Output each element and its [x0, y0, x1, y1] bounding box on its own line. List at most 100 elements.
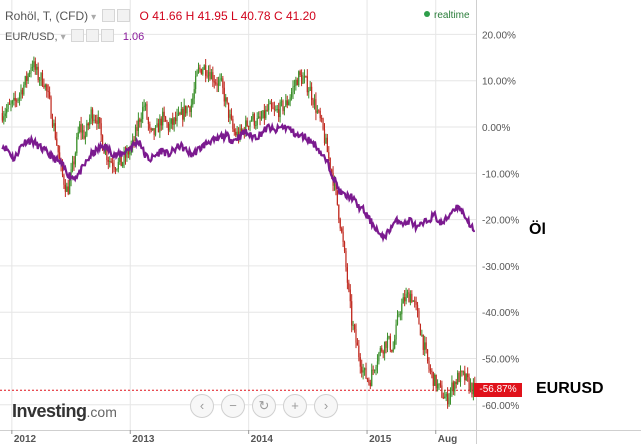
- zoom-in-button[interactable]: +: [283, 394, 307, 418]
- oil-candle-body: [422, 334, 424, 350]
- oil-candle-body: [359, 357, 361, 367]
- oil-candle-body: [69, 178, 71, 195]
- overlay-series-header: EUR/USD, ▾ 1.06: [5, 29, 144, 43]
- oil-candle-body: [308, 90, 310, 93]
- oil-candle-body: [182, 108, 184, 120]
- oil-candle-body: [341, 228, 343, 232]
- oil-candle-body: [398, 314, 400, 316]
- oil-candle-body: [40, 72, 42, 80]
- reset-button[interactable]: ↻: [252, 394, 276, 418]
- oil-candle-body: [24, 76, 26, 85]
- oil-candle-body: [192, 98, 194, 105]
- oil-candle-body: [213, 81, 215, 83]
- oil-candle-body: [122, 162, 124, 167]
- oil-candle-body: [432, 371, 434, 386]
- oil-candle-body: [203, 65, 205, 70]
- eurusd-annotation: EURUSD: [536, 380, 604, 397]
- scroll-right-button[interactable]: ›: [314, 394, 338, 418]
- oil-candle-body: [229, 114, 231, 118]
- oil-candle-body: [149, 124, 151, 129]
- oil-candle-body: [283, 106, 286, 112]
- edit-icon[interactable]: [85, 29, 99, 42]
- oil-candle-body: [31, 67, 34, 69]
- close-icon[interactable]: [100, 29, 114, 42]
- oil-candle-body: [438, 383, 440, 385]
- oil-candle-body: [106, 149, 108, 161]
- close-icon[interactable]: [116, 9, 130, 22]
- chevron-down-icon[interactable]: ▾: [60, 32, 66, 43]
- oil-candle-body: [150, 128, 152, 130]
- oil-candle-body: [190, 104, 192, 113]
- oil-candle-body: [346, 267, 348, 283]
- oil-candle-body: [375, 366, 377, 371]
- oil-candle-body: [296, 79, 298, 86]
- oil-candle-body: [280, 101, 283, 103]
- oil-candle-body: [378, 353, 380, 362]
- oil-candle-body: [246, 120, 248, 127]
- settings-icon[interactable]: [101, 9, 115, 22]
- oil-candle-body: [13, 97, 15, 101]
- oil-candle-body: [232, 119, 234, 130]
- oil-candle-body: [177, 112, 180, 115]
- oil-candle-body: [386, 337, 389, 348]
- oil-candle-body: [91, 109, 94, 122]
- zoom-in-icon: +: [291, 398, 299, 413]
- oil-candle-body: [363, 367, 366, 371]
- zoom-out-button[interactable]: −: [221, 394, 245, 418]
- oil-candle-body: [381, 348, 383, 352]
- oil-candle-body: [104, 149, 107, 154]
- oil-candle-body: [156, 123, 158, 127]
- oil-candle-body: [63, 175, 65, 185]
- oil-candle-body: [298, 71, 300, 86]
- oil-candle-body: [215, 82, 217, 84]
- oil-candle-body: [245, 120, 247, 134]
- chevron-down-icon[interactable]: ▾: [91, 12, 97, 23]
- oil-candle-body: [147, 118, 149, 125]
- overlay-value: 1.06: [122, 31, 145, 43]
- main-series-header: Rohöl, T, (CFD) ▾ O 41.66 H 41.95 L 40.78…: [5, 9, 316, 23]
- oil-candle-body: [349, 289, 351, 302]
- oil-candle-body: [366, 378, 369, 380]
- oil-candle-body: [226, 97, 228, 103]
- oil-candle-body: [371, 369, 373, 387]
- oil-candle-body: [124, 152, 127, 158]
- oil-candle-body: [351, 301, 353, 326]
- oil-candle-body: [81, 130, 84, 133]
- oil-candle-body: [43, 85, 45, 88]
- oil-candle-body: [356, 342, 359, 346]
- oil-candle-body: [146, 104, 148, 119]
- oil-candle-body: [369, 382, 371, 387]
- oil-candle-body: [269, 102, 271, 105]
- oil-candle-body: [93, 119, 95, 122]
- settings-icon[interactable]: [70, 29, 84, 42]
- oil-candle-body: [207, 72, 210, 77]
- oil-candle-body: [186, 106, 188, 114]
- oil-candle-body: [412, 300, 414, 302]
- oil-candle-body: [263, 110, 265, 119]
- oil-candle-body: [61, 164, 64, 176]
- oil-candle-body: [50, 97, 52, 119]
- oil-candle-body: [38, 79, 41, 81]
- oil-candle-body: [418, 310, 420, 325]
- oil-candle-body: [157, 123, 160, 133]
- oil-candle-body: [329, 157, 331, 170]
- oil-candle-body: [472, 383, 474, 395]
- oil-candle-body: [27, 73, 29, 81]
- oil-candle-body: [405, 293, 407, 302]
- oil-candle-body: [140, 119, 142, 122]
- overlay-symbol: EUR/USD,: [5, 31, 58, 43]
- investing-logo[interactable]: Investing.com: [12, 401, 117, 421]
- oil-candle-body: [30, 67, 32, 73]
- y-tick-label: -10.00%: [482, 169, 519, 180]
- scroll-left-button[interactable]: ‹: [190, 394, 214, 418]
- oil-candle-body: [173, 117, 175, 125]
- oil-candle-body: [116, 168, 118, 170]
- oil-candle-body: [67, 186, 69, 195]
- oil-candle-body: [144, 104, 147, 106]
- oil-candle-body: [457, 372, 459, 385]
- oil-candle-body: [248, 126, 250, 127]
- oil-candle-body: [139, 119, 141, 122]
- oil-candle-body: [162, 111, 164, 126]
- oil-candle-body: [270, 102, 273, 108]
